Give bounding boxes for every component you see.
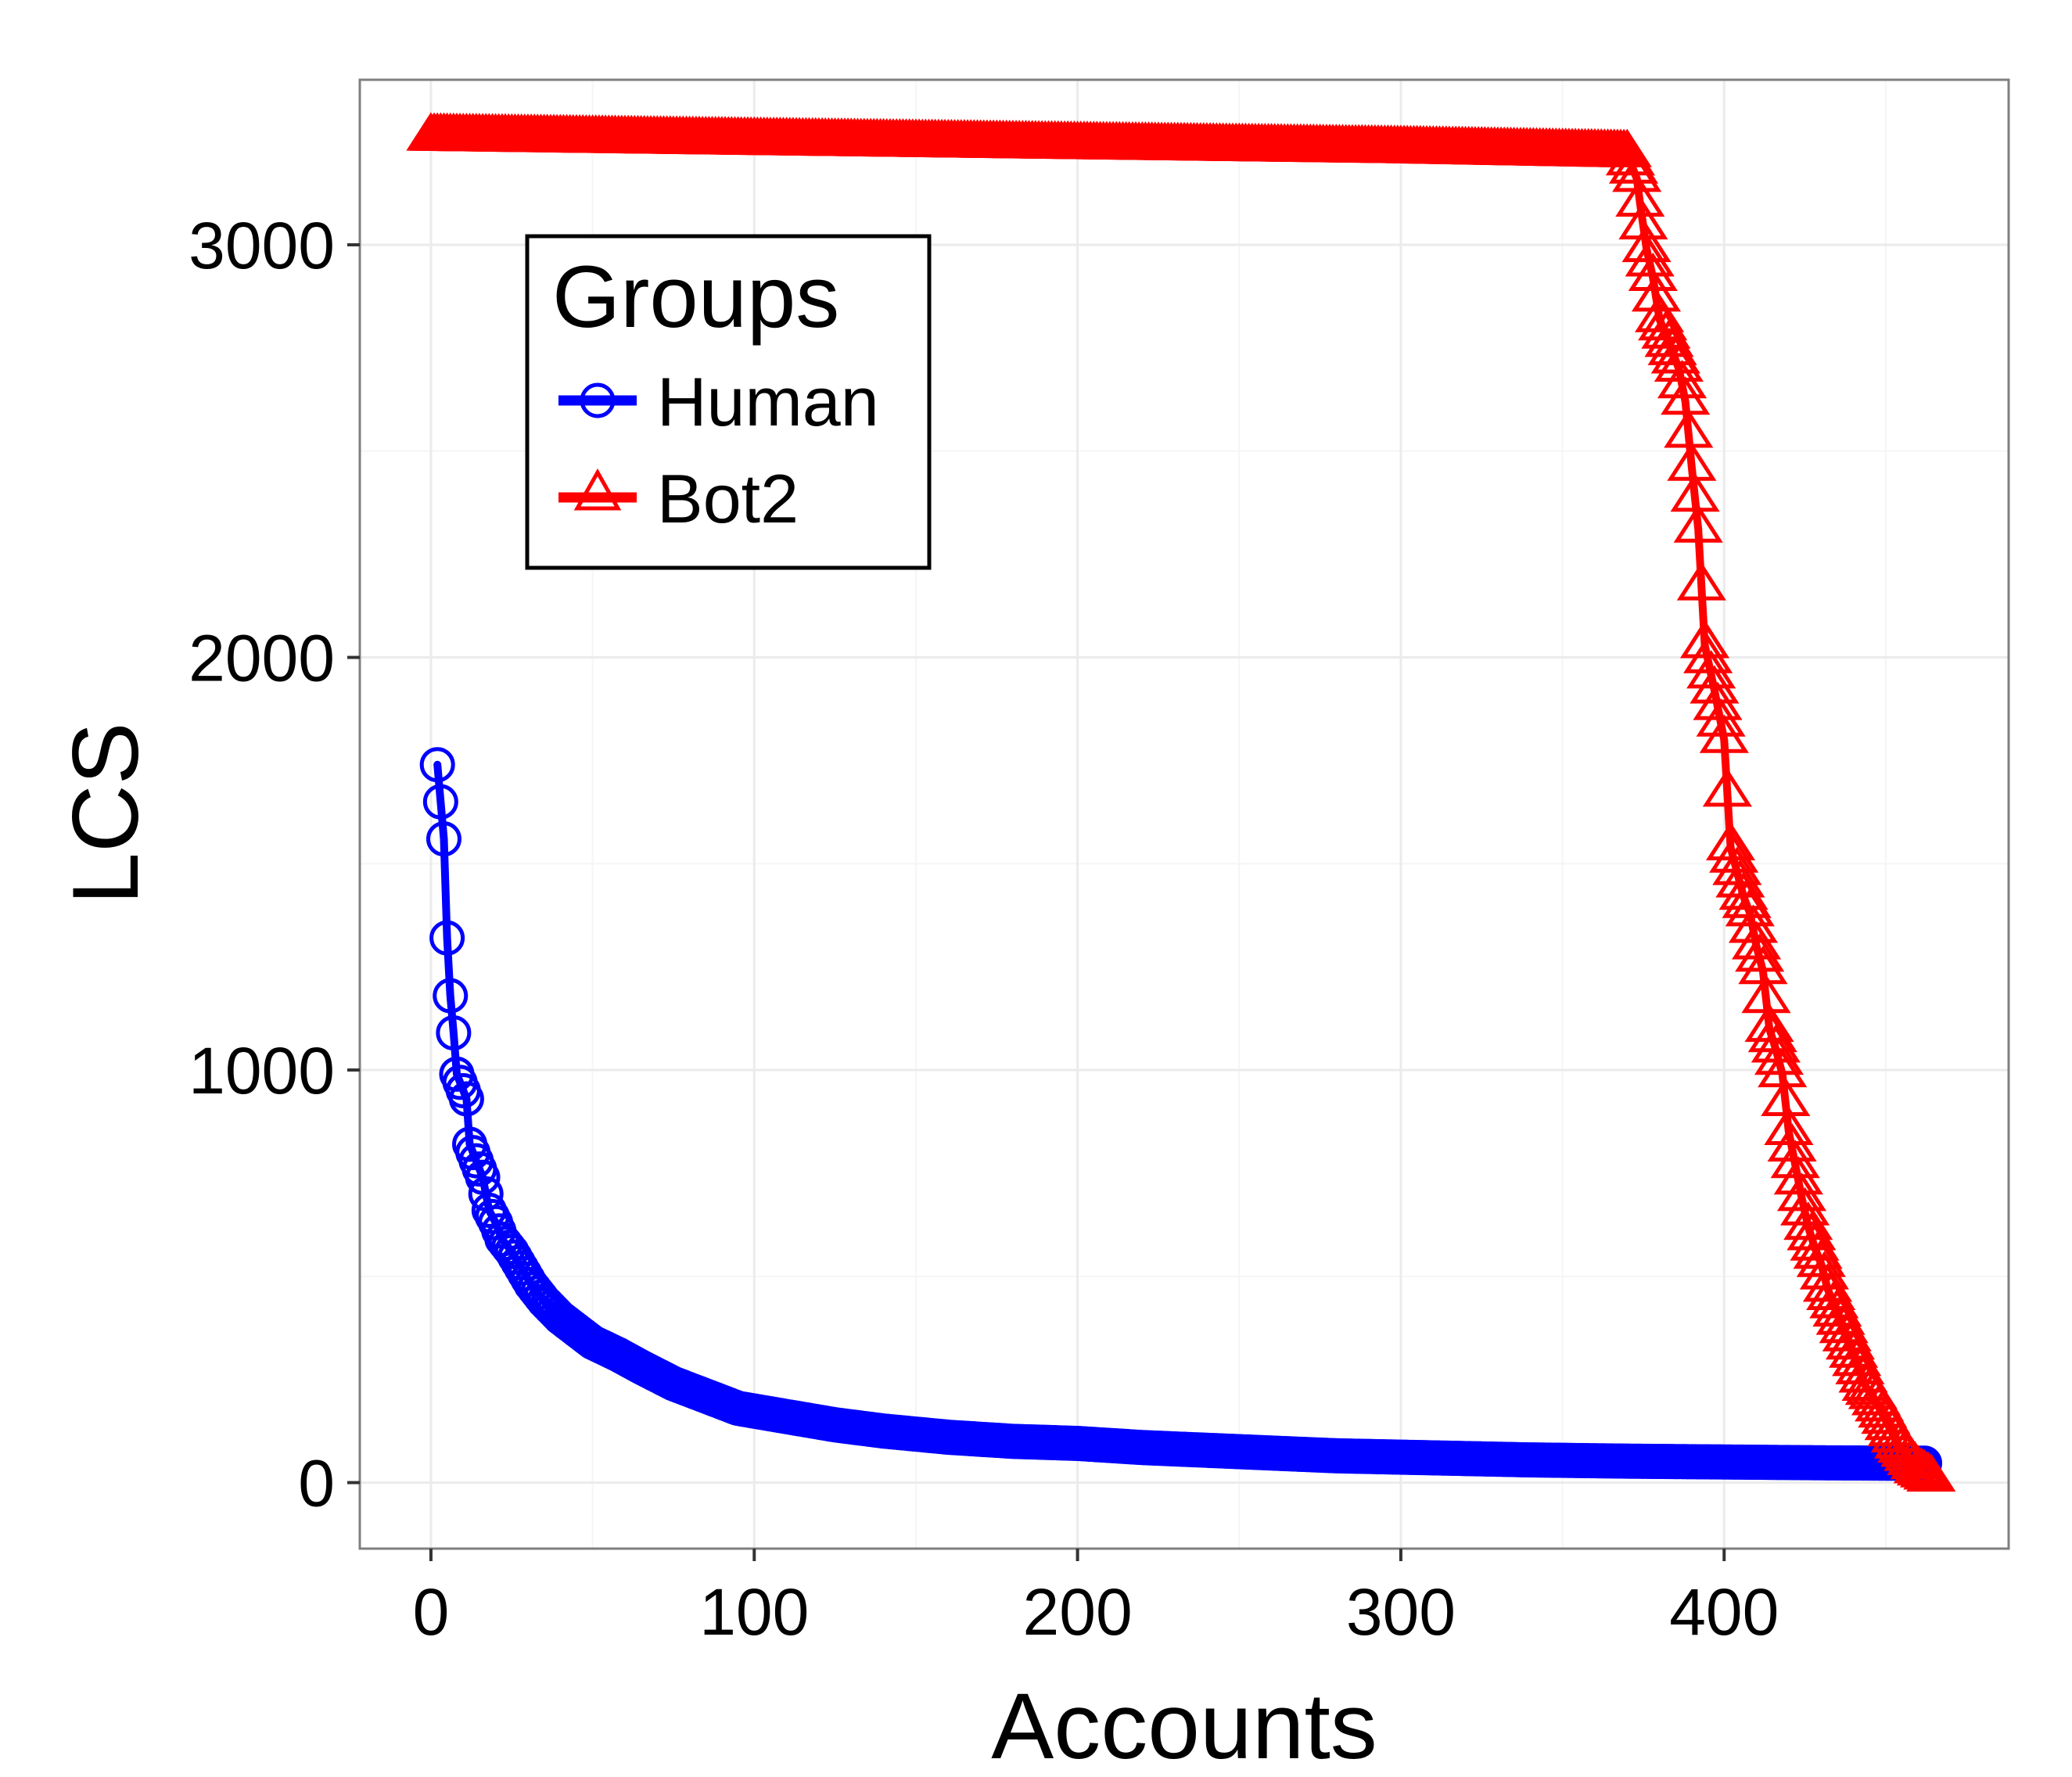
series-bot2 xyxy=(406,112,1956,1492)
interpolated-marker-bot2 xyxy=(1683,634,1733,673)
interpolated-marker-bot2 xyxy=(1787,1212,1837,1251)
y-axis: 0 1000 2000 3000 xyxy=(189,209,360,1520)
data-point-bot2 xyxy=(1679,619,1730,659)
data-point-human xyxy=(426,821,461,857)
interpolated-marker-bot2 xyxy=(1657,360,1708,399)
interpolated-marker-bot2 xyxy=(1631,273,1682,312)
interpolated-marker-bot2 xyxy=(1767,1122,1817,1162)
data-point-human xyxy=(448,1081,484,1117)
series-markers-human xyxy=(419,747,1943,1481)
data-point-human xyxy=(433,978,469,1014)
x-tick-label: 0 xyxy=(413,1575,450,1649)
interpolated-marker-bot2 xyxy=(1625,238,1675,277)
interpolated-marker-bot2 xyxy=(1676,562,1726,601)
data-point-bot2 xyxy=(1690,665,1740,704)
data-point-bot2 xyxy=(1661,376,1711,415)
data-point-bot2 xyxy=(1654,343,1704,382)
data-point-bot2 xyxy=(1621,223,1672,263)
series-human xyxy=(419,747,1943,1481)
series-layer xyxy=(406,112,1956,1492)
data-point-bot2 xyxy=(1776,1172,1827,1212)
y-axis-title: LCS xyxy=(53,722,158,904)
y-tick-label: 2000 xyxy=(189,622,335,695)
y-tick-label: 3000 xyxy=(189,209,335,282)
data-point-human xyxy=(465,1159,501,1195)
series-markers-bot2 xyxy=(406,112,1956,1492)
legend-label-bot2: Bot2 xyxy=(657,460,799,537)
interpolated-marker-bot2 xyxy=(1728,904,1779,943)
interpolated-marker-bot2 xyxy=(1773,1156,1823,1195)
data-point-bot2 xyxy=(1906,1452,1956,1492)
data-point-bot2 xyxy=(1764,1106,1814,1145)
interpolated-marker-human xyxy=(422,784,458,820)
x-axis: 0 100 200 300 400 xyxy=(413,1549,1779,1649)
interpolated-marker-bot2 xyxy=(1664,409,1714,448)
legend-label-human: Human xyxy=(657,363,879,440)
data-point-bot2 xyxy=(1770,1140,1820,1179)
data-point-bot2 xyxy=(1628,252,1678,291)
x-tick-label: 300 xyxy=(1346,1575,1456,1649)
data-point-human xyxy=(419,747,455,783)
x-tick-label: 100 xyxy=(699,1575,809,1649)
data-point-human xyxy=(429,920,465,956)
x-tick-label: 200 xyxy=(1023,1575,1133,1649)
interpolated-marker-bot2 xyxy=(1693,681,1743,720)
data-point-bot2 xyxy=(1699,714,1749,753)
interpolated-marker-bot2 xyxy=(1618,200,1668,240)
interpolated-marker-bot2 xyxy=(1754,1036,1804,1075)
data-point-bot2 xyxy=(1673,504,1723,543)
interpolated-marker-bot2 xyxy=(1702,768,1752,807)
x-axis-title: Accounts xyxy=(991,1674,1377,1777)
interpolated-marker-bot2 xyxy=(1696,698,1746,737)
interpolated-marker-bot2 xyxy=(1735,933,1785,972)
y-tick-label: 0 xyxy=(298,1447,335,1520)
legend-key-marker-human xyxy=(580,382,616,418)
data-point-human xyxy=(436,1015,472,1051)
legend: Groups Human Bot2 xyxy=(525,234,932,570)
legend-title: Groups xyxy=(552,248,839,346)
x-tick-label: 400 xyxy=(1669,1575,1779,1649)
data-point-bot2 xyxy=(1615,178,1665,217)
major-gridlines xyxy=(360,80,2009,1549)
plot-panel-border xyxy=(358,78,2010,1550)
y-tick-label: 1000 xyxy=(189,1034,335,1107)
legend-key-marker-bot2 xyxy=(573,468,622,511)
interpolated-marker-bot2 xyxy=(1686,650,1736,689)
data-point-bot2 xyxy=(1725,888,1775,927)
